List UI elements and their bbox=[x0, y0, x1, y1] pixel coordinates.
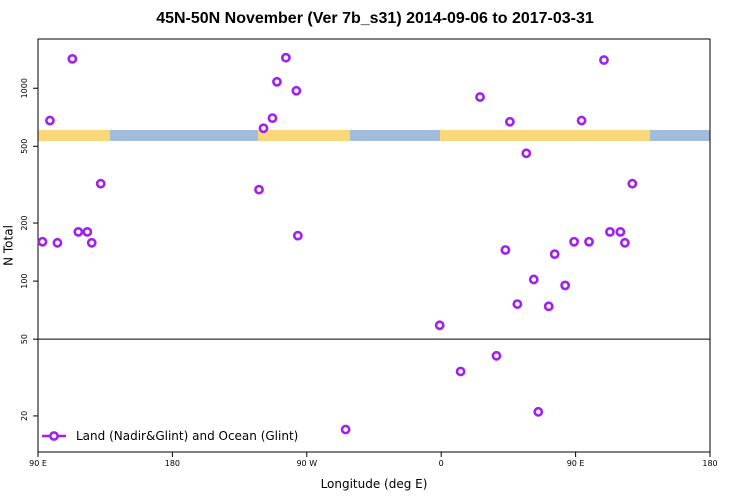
data-point bbox=[95, 178, 106, 189]
data-point bbox=[82, 226, 93, 237]
data-point bbox=[576, 115, 587, 126]
data-point bbox=[291, 85, 302, 96]
data-point bbox=[434, 320, 445, 331]
data-point bbox=[491, 350, 502, 361]
x-axis: 90 E 180 90 W 0 90 E 180 bbox=[29, 452, 718, 468]
data-point bbox=[504, 116, 515, 127]
data-point bbox=[475, 92, 485, 102]
data-point bbox=[605, 226, 615, 237]
y-tick-label: 50 bbox=[20, 334, 29, 344]
x-tick-label: 90 E bbox=[29, 459, 47, 468]
data-point bbox=[619, 237, 630, 248]
data-point bbox=[533, 406, 544, 417]
scatter-points bbox=[37, 52, 638, 435]
data-point bbox=[627, 178, 638, 189]
data-point bbox=[67, 53, 78, 64]
y-tick-label: 20 bbox=[20, 411, 29, 421]
x-tick-label: 180 bbox=[165, 459, 180, 468]
data-point bbox=[37, 236, 48, 247]
data-point bbox=[569, 236, 580, 247]
y-tick-label: 500 bbox=[20, 139, 29, 154]
data-point bbox=[45, 115, 55, 126]
data-point bbox=[254, 184, 264, 195]
data-point bbox=[267, 113, 278, 124]
y-axis-label: N Total bbox=[2, 225, 16, 266]
data-point bbox=[528, 274, 539, 285]
data-point bbox=[549, 249, 560, 260]
data-point bbox=[560, 280, 571, 291]
data-point bbox=[599, 55, 609, 65]
data-point bbox=[543, 301, 554, 312]
ocean-band bbox=[38, 130, 710, 141]
data-point bbox=[521, 148, 532, 159]
data-point bbox=[292, 230, 303, 241]
x-tick-label: 90 W bbox=[296, 459, 317, 468]
data-point bbox=[73, 226, 84, 237]
y-tick-label: 1000 bbox=[20, 78, 29, 98]
data-point bbox=[86, 237, 97, 248]
land-segment bbox=[440, 130, 650, 141]
chart-title: 45N-50N November (Ver 7b_s31) 2014-09-06… bbox=[156, 10, 594, 27]
x-axis-label: Longitude (deg E) bbox=[321, 477, 428, 491]
legend: Land (Nadir&Glint) and Ocean (Glint) bbox=[42, 429, 298, 443]
data-point bbox=[52, 237, 63, 248]
data-point bbox=[512, 299, 523, 309]
land-segment bbox=[258, 130, 350, 141]
land-segment bbox=[38, 130, 110, 141]
legend-marker-swatch bbox=[49, 431, 59, 441]
data-point bbox=[500, 245, 511, 255]
data-point bbox=[258, 123, 269, 134]
data-point bbox=[272, 76, 282, 87]
y-tick-label: 200 bbox=[20, 215, 29, 230]
data-point bbox=[615, 226, 626, 237]
x-tick-label: 90 E bbox=[567, 459, 585, 468]
x-tick-label: 0 bbox=[439, 459, 444, 468]
data-point bbox=[340, 424, 351, 435]
x-tick-label: 180 bbox=[702, 459, 717, 468]
legend-label: Land (Nadir&Glint) and Ocean (Glint) bbox=[76, 429, 298, 443]
plot-frame bbox=[37, 38, 711, 453]
y-axis: 20 50 100 200 500 1000 bbox=[20, 78, 38, 421]
y-tick-label: 100 bbox=[20, 273, 29, 288]
land-ocean-map-band bbox=[38, 130, 710, 141]
data-point bbox=[455, 366, 466, 377]
data-point bbox=[280, 52, 291, 63]
data-point bbox=[584, 236, 594, 247]
